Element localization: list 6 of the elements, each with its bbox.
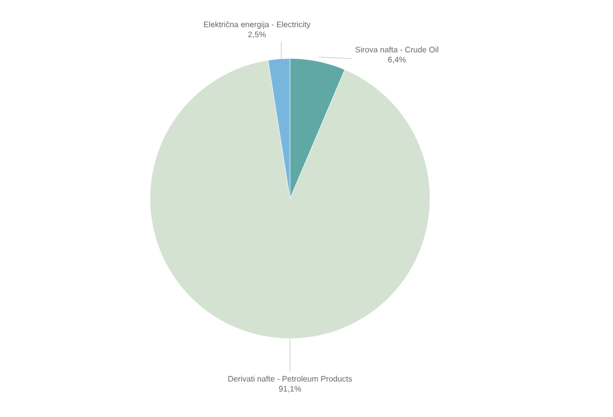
data-label: 91,1%: [279, 386, 302, 393]
slice-label: Derivati nafte - Petroleum Products: [228, 376, 352, 382]
data-label: 2,5%: [248, 32, 266, 38]
slice-label: Sirova nafta - Crude Oil: [355, 46, 438, 52]
data-label: 6,4%: [388, 56, 406, 64]
slice-label: Električna energija - Electricity: [204, 21, 310, 29]
